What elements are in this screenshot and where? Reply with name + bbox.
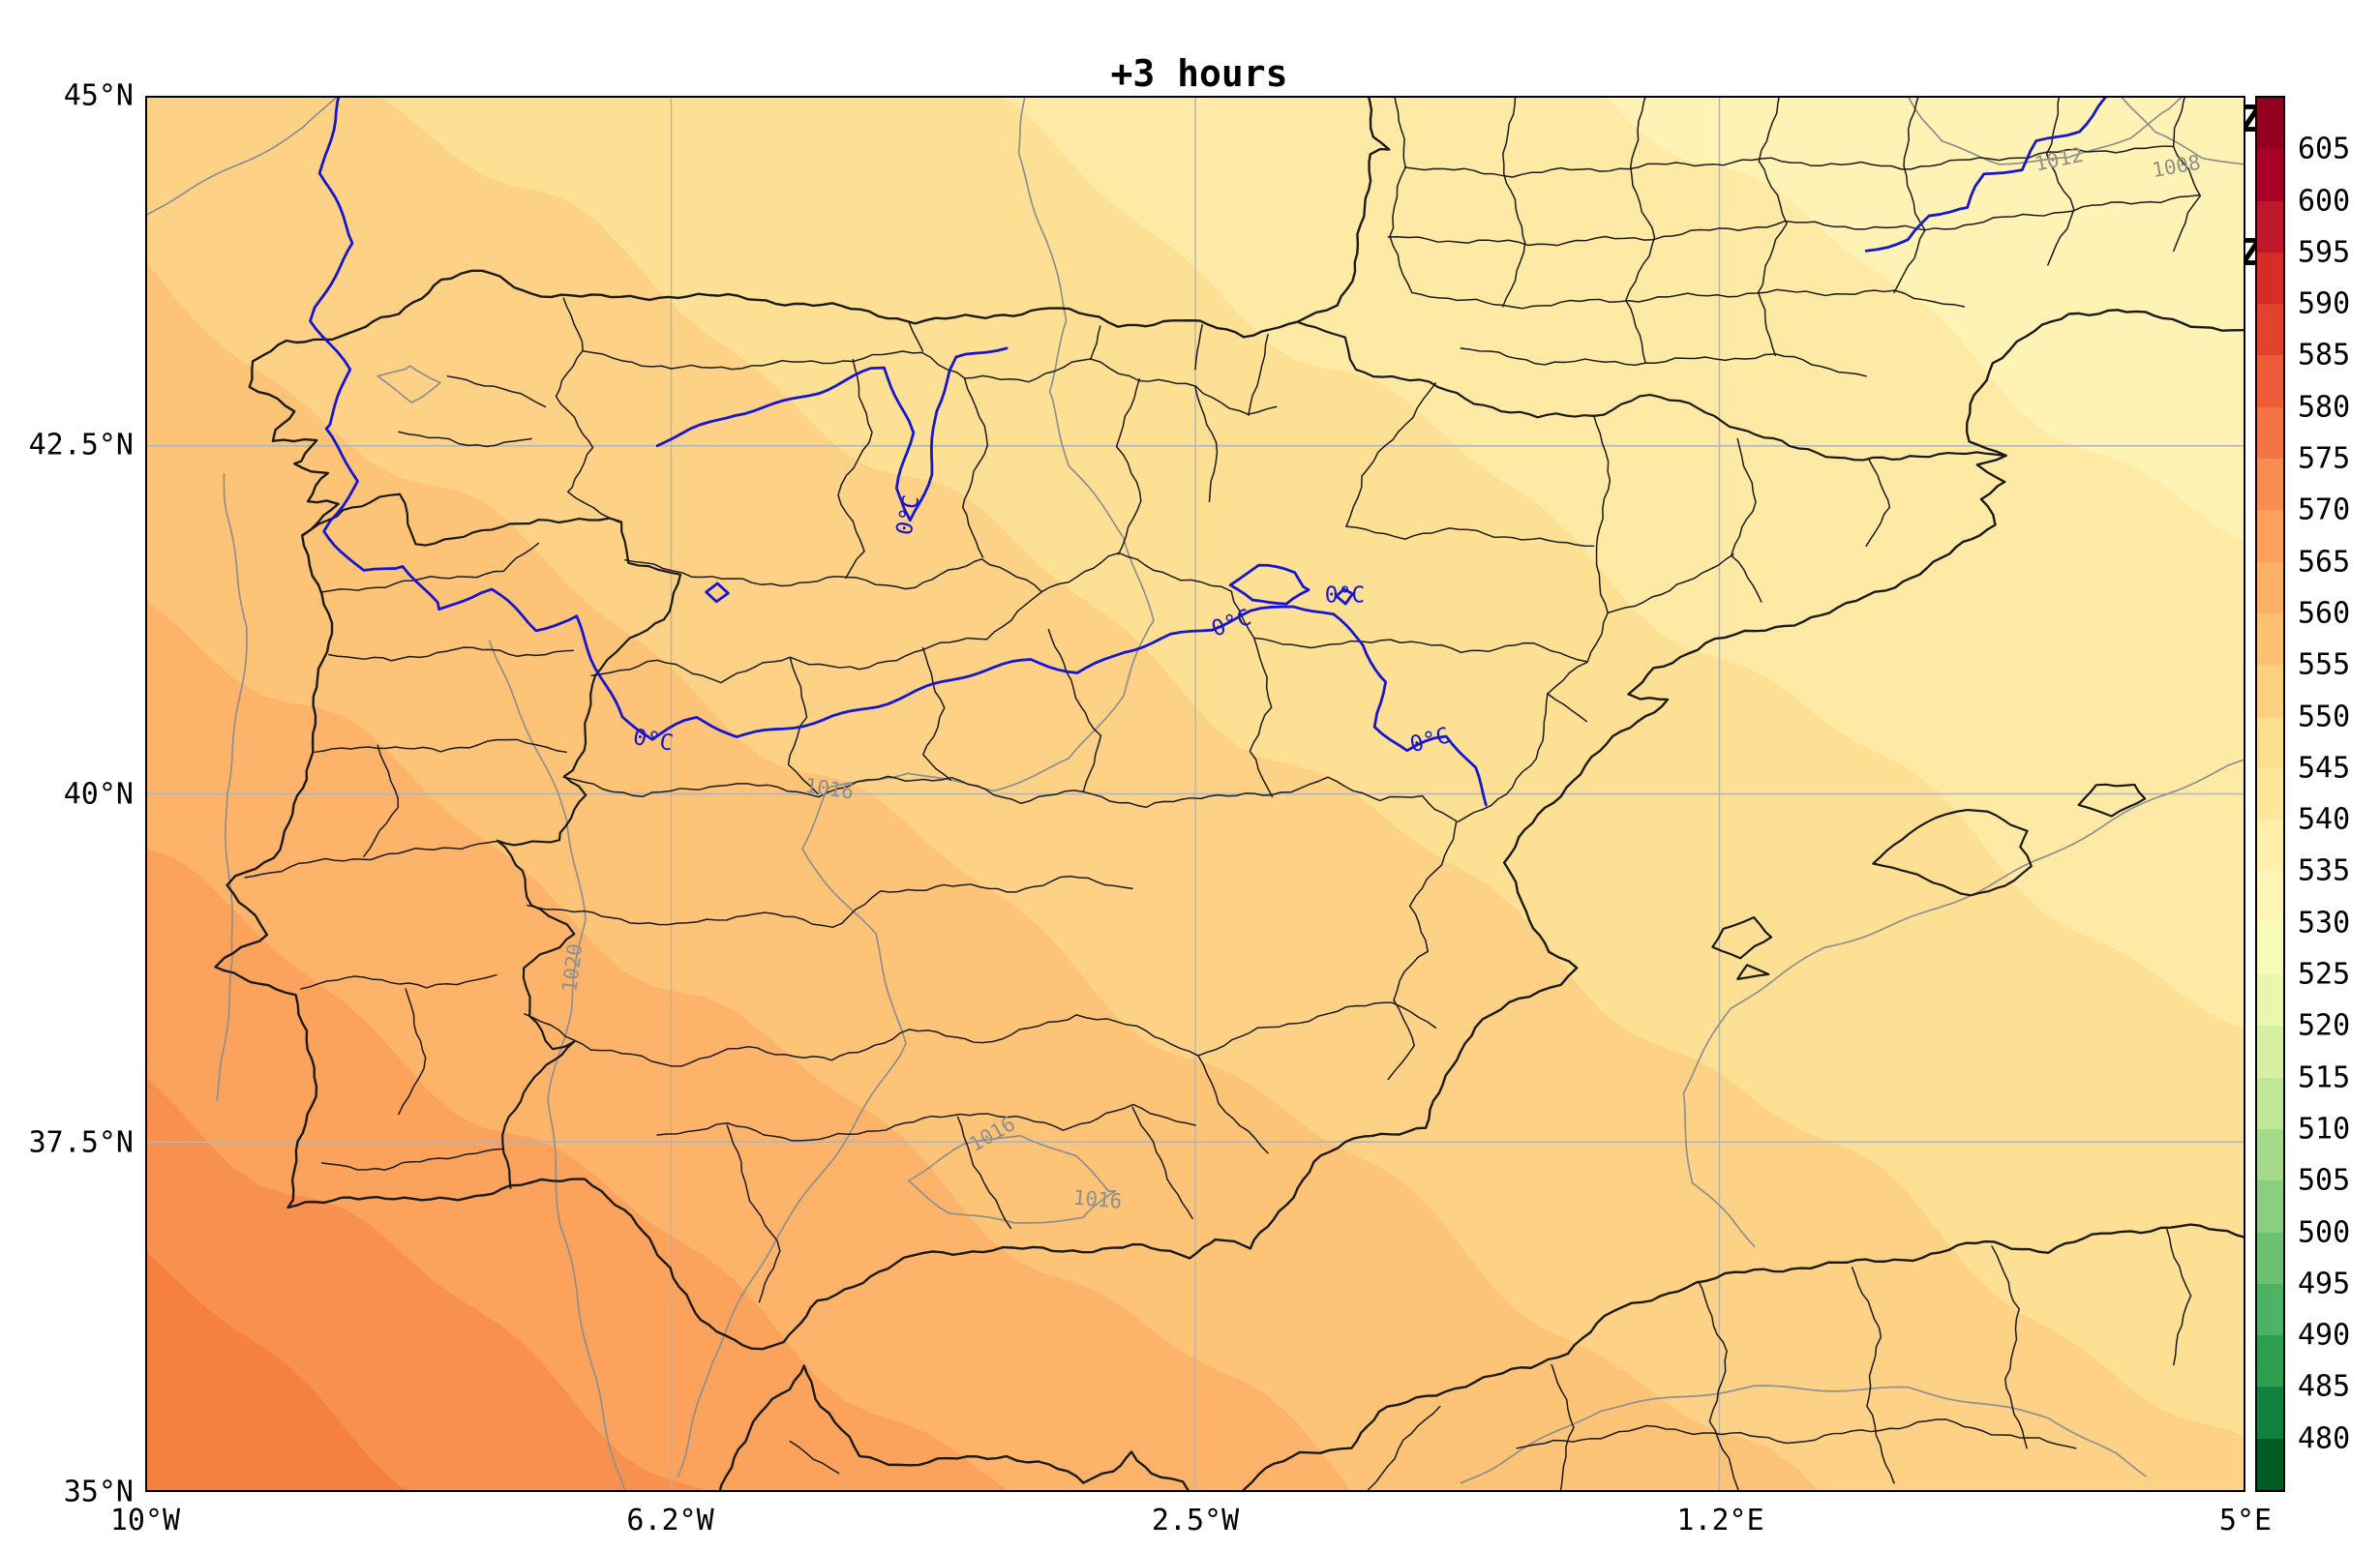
- colorbar-tick-label: 510: [2298, 1112, 2351, 1147]
- colorbar-tick-label: 600: [2298, 184, 2351, 219]
- x-tick-label: 10°W: [109, 1504, 181, 1537]
- colorbar-tick-label: 560: [2298, 596, 2351, 631]
- colorbar-band: [2257, 1026, 2283, 1078]
- colorbar: [2255, 96, 2285, 1492]
- y-tick-label: 37.5°N: [28, 1125, 134, 1160]
- colorbar-band: [2257, 767, 2283, 821]
- isotherm-lines: [309, 98, 2107, 807]
- colorbar-band: [2257, 459, 2283, 511]
- forecast-offset-label: +3 hours: [1110, 52, 1288, 95]
- colorbar-band: [2257, 200, 2283, 253]
- colorbar-band: [2257, 974, 2283, 1027]
- colorbar-tick-label: 485: [2298, 1369, 2351, 1404]
- y-tick-label: 35°N: [63, 1475, 134, 1509]
- colorbar-band: [2257, 820, 2283, 872]
- colorbar-tick-label: 515: [2298, 1060, 2351, 1095]
- colorbar-band: [2257, 149, 2283, 201]
- colorbar-tick-label: 575: [2298, 441, 2351, 476]
- grid-lines: [147, 98, 2244, 1490]
- colorbar-tick-label: 525: [2298, 957, 2351, 992]
- colorbar-band: [2257, 510, 2283, 562]
- y-tick-label: 40°N: [63, 777, 134, 811]
- colorbar-band: [2257, 98, 2283, 150]
- colorbar-band: [2257, 1077, 2283, 1129]
- colorbar-tick-label: 480: [2298, 1421, 2351, 1456]
- colorbar-tick-label: 540: [2298, 802, 2351, 837]
- colorbar-band: [2257, 1387, 2283, 1439]
- colorbar-tick-label: 545: [2298, 751, 2351, 786]
- colorbar-tick-label: 550: [2298, 700, 2351, 734]
- colorbar-band: [2257, 1438, 2283, 1491]
- isobar-label: 1016: [1072, 1186, 1123, 1213]
- isotherm-label: 0°C: [1325, 583, 1365, 609]
- colorbar-tick-label: 590: [2298, 286, 2351, 321]
- province-borders: [244, 98, 2202, 1490]
- colorbar-band: [2257, 561, 2283, 613]
- colorbar-tick-label: 505: [2298, 1163, 2351, 1198]
- colorbar-band: [2257, 1335, 2283, 1388]
- colorbar-tick-label: 535: [2298, 853, 2351, 888]
- colorbar-tick-label: 555: [2298, 647, 2351, 682]
- colorbar-band: [2257, 1128, 2283, 1181]
- colorbar-band: [2257, 612, 2283, 666]
- colorbar-band: [2257, 716, 2283, 768]
- colorbar-band: [2257, 922, 2283, 975]
- colorbar-tick-label: 500: [2298, 1215, 2351, 1250]
- colorbar-tick-label: 580: [2298, 390, 2351, 425]
- colorbar-band: [2257, 1232, 2283, 1284]
- colorbar-band: [2257, 252, 2283, 305]
- colorbar-tick-label: 490: [2298, 1318, 2351, 1353]
- colorbar-band: [2257, 304, 2283, 356]
- x-tick-label: 5°E: [2218, 1504, 2273, 1537]
- colorbar-band: [2257, 355, 2283, 407]
- colorbar-band: [2257, 871, 2283, 923]
- colorbar-tick-label: 595: [2298, 235, 2351, 270]
- colorbar-band: [2257, 1180, 2283, 1233]
- colorbar-tick-label: 520: [2298, 1008, 2351, 1043]
- colorbar-tick-label: 585: [2298, 338, 2351, 373]
- y-tick-label: 45°N: [63, 78, 134, 113]
- colorbar-tick-label: 565: [2298, 545, 2351, 580]
- map-plot: 1016 1020 1016 1016 1012 1008 0°C 0°C 0°C 0°C 0°C: [145, 96, 2245, 1492]
- colorbar-tick-label: 570: [2298, 492, 2351, 527]
- x-tick-label: 1.2°E: [1676, 1504, 1764, 1537]
- colorbar-band: [2257, 406, 2283, 460]
- coastline-borders: [214, 98, 2244, 1490]
- colorbar-tick-label: 530: [2298, 906, 2351, 940]
- y-tick-label: 42.5°N: [28, 428, 134, 463]
- colorbar-band: [2257, 1283, 2283, 1336]
- colorbar-band: [2257, 665, 2283, 717]
- x-tick-label: 6.2°W: [626, 1504, 714, 1537]
- colorbar-tick-label: 495: [2298, 1267, 2351, 1301]
- colorbar-tick-label: 605: [2298, 132, 2351, 166]
- x-tick-label: 2.5°W: [1151, 1504, 1240, 1537]
